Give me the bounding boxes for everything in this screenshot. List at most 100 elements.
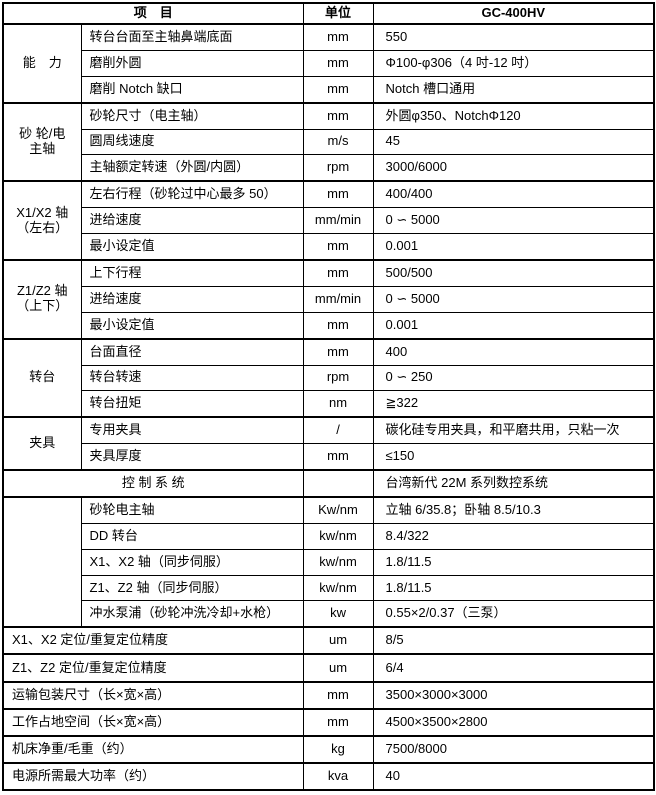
value-cell: 40 xyxy=(372,761,655,791)
unit-cell: mm xyxy=(302,180,374,209)
value-cell: Notch 槽口通用 xyxy=(372,75,655,104)
table-row: Z1/Z2 轴 （上下） 上下行程 mm 500/500 xyxy=(2,258,655,340)
item-cell: 圆周线速度 xyxy=(80,128,304,156)
unit-cell: nm xyxy=(302,390,374,418)
value-cell: 3000/6000 xyxy=(372,154,655,182)
value-cell: ≧322 xyxy=(372,390,655,418)
unit-cell: mm xyxy=(302,232,374,261)
item-cell: 砂轮尺寸（电主轴） xyxy=(80,101,304,130)
group-cell-fixture: 夹具 xyxy=(2,416,82,471)
table-row: 转台转速 rpm 0 ∽ 250 xyxy=(3,364,655,392)
table-row: DD 转台 kw/nm 8.4/322 xyxy=(3,523,655,550)
value-cell: 0.001 xyxy=(372,311,655,340)
value-cell: 0.55×2/0.37（三泵） xyxy=(372,600,655,628)
table-row: 工作占地空间（长×宽×高） mm 4500×3500×2800 xyxy=(2,707,655,737)
header-unit-col: 单位 xyxy=(302,2,374,25)
table-row: 夹具厚度 mm ≤150 xyxy=(3,443,655,471)
value-cell: 3500×3000×3000 xyxy=(372,680,655,710)
item-cell: 工作占地空间（长×宽×高） xyxy=(2,707,304,737)
value-cell: 1.8/11.5 xyxy=(372,574,655,602)
item-cell: X1、X2 轴（同步伺服） xyxy=(80,548,304,576)
value-cell: 400/400 xyxy=(372,180,655,209)
unit-cell: rpm xyxy=(302,364,374,392)
unit-cell-empty xyxy=(302,469,374,498)
value-cell: 8.4/322 xyxy=(372,523,655,550)
table-row-control-system: 控 制 系 统 台湾新代 22M 系列数控系统 xyxy=(2,469,655,498)
value-cell: 550 xyxy=(372,23,655,51)
group-cell-turntable: 转台 xyxy=(2,337,82,418)
table-row: 磨削外圆 mm Φ100-φ306（4 吋-12 吋） xyxy=(3,49,655,77)
unit-cell: kw/nm xyxy=(302,574,374,602)
unit-cell: mm/min xyxy=(302,285,374,313)
unit-cell: um xyxy=(302,653,374,683)
table-row: 运输包装尺寸（长×宽×高） mm 3500×3000×3000 xyxy=(2,680,655,710)
item-cell: 主轴额定转速（外圆/内圆） xyxy=(80,154,304,182)
item-cell: 冲水泵浦（砂轮冲洗冷却+水枪） xyxy=(80,600,304,628)
unit-cell: kg xyxy=(302,734,374,764)
unit-cell: mm xyxy=(302,75,374,104)
item-cell: 上下行程 xyxy=(80,258,304,287)
table-row: 冲水泵浦（砂轮冲洗冷却+水枪） kw 0.55×2/0.37（三泵） xyxy=(3,600,655,628)
item-cell: 砂轮电主轴 xyxy=(80,496,304,525)
table-row: X1、X2 轴（同步伺服） kw/nm 1.8/11.5 xyxy=(3,548,655,576)
item-cell: X1、X2 定位/重复定位精度 xyxy=(2,626,304,655)
value-cell: 0 ∽ 5000 xyxy=(372,207,655,234)
table-row: 磨削 Notch 缺口 mm Notch 槽口通用 xyxy=(3,75,655,104)
value-cell: 6/4 xyxy=(372,653,655,683)
table-row: 电源所需最大功率（约） kva 40 xyxy=(2,761,655,791)
value-cell: 0 ∽ 5000 xyxy=(372,285,655,313)
value-cell: 7500/8000 xyxy=(372,734,655,764)
value-cell: 45 xyxy=(372,128,655,156)
table-row: 砂轮电主轴 Kw/nm 立轴 6/35.8；卧轴 8.5/10.3 xyxy=(2,496,655,628)
unit-cell: / xyxy=(302,416,374,445)
unit-cell: rpm xyxy=(302,154,374,182)
unit-cell: m/s xyxy=(302,128,374,156)
value-cell: 0 ∽ 250 xyxy=(372,364,655,392)
table-row: 主轴额定转速（外圆/内圆） rpm 3000/6000 xyxy=(3,154,655,182)
item-cell: 台面直径 xyxy=(80,337,304,366)
table-row: Z1、Z2 定位/重复定位精度 um 6/4 xyxy=(2,653,655,683)
group-cell-wheel-spindle: 砂 轮/电 主轴 xyxy=(2,101,82,182)
unit-cell: mm xyxy=(302,311,374,340)
table-row: 最小设定值 mm 0.001 xyxy=(3,232,655,261)
unit-cell: mm/min xyxy=(302,207,374,234)
value-cell: 立轴 6/35.8；卧轴 8.5/10.3 xyxy=(372,496,655,525)
group-cell-capability: 能 力 xyxy=(2,23,82,104)
unit-cell: um xyxy=(302,626,374,655)
item-cell: 磨削外圆 xyxy=(80,49,304,77)
unit-cell: mm xyxy=(302,258,374,287)
value-cell: ≤150 xyxy=(372,443,655,471)
item-cell: 转台台面至主轴鼻端底面 xyxy=(80,23,304,51)
value-cell: 台湾新代 22M 系列数控系统 xyxy=(372,469,655,498)
item-cell: 夹具厚度 xyxy=(80,443,304,471)
table-row: 能 力 转台台面至主轴鼻端底面 mm 550 xyxy=(2,23,655,104)
table-row: 夹具 专用夹具 / 碳化硅专用夹具，和平磨共用，只粘一次 xyxy=(2,416,655,471)
header-model-col: GC-400HV xyxy=(372,2,655,25)
value-cell: 500/500 xyxy=(372,258,655,287)
item-cell: DD 转台 xyxy=(80,523,304,550)
table-row: Z1、Z2 轴（同步伺服） kw/nm 1.8/11.5 xyxy=(3,574,655,602)
unit-cell: mm xyxy=(302,680,374,710)
item-cell: 最小设定值 xyxy=(80,311,304,340)
unit-cell: kw/nm xyxy=(302,523,374,550)
table-row: X1、X2 定位/重复定位精度 um 8/5 xyxy=(2,626,655,655)
item-cell: 最小设定值 xyxy=(80,232,304,261)
unit-cell: kw/nm xyxy=(302,548,374,576)
value-cell: 8/5 xyxy=(372,626,655,655)
item-cell: 进给速度 xyxy=(80,285,304,313)
unit-cell: mm xyxy=(302,443,374,471)
item-cell: 进给速度 xyxy=(80,207,304,234)
table-row: 圆周线速度 m/s 45 xyxy=(3,128,655,156)
unit-cell: kw xyxy=(302,600,374,628)
header-row: 项 目 单位 GC-400HV xyxy=(2,2,655,25)
unit-cell: mm xyxy=(302,101,374,130)
value-cell: Φ100-φ306（4 吋-12 吋） xyxy=(372,49,655,77)
header-item-col: 项 目 xyxy=(2,2,304,25)
table-row: 转台 台面直径 mm 400 xyxy=(2,337,655,418)
item-cell: 磨削 Notch 缺口 xyxy=(80,75,304,104)
item-cell: 转台扭矩 xyxy=(80,390,304,418)
item-cell: Z1、Z2 轴（同步伺服） xyxy=(80,574,304,602)
table-row: 进给速度 mm/min 0 ∽ 5000 xyxy=(3,285,655,313)
unit-cell: mm xyxy=(302,49,374,77)
